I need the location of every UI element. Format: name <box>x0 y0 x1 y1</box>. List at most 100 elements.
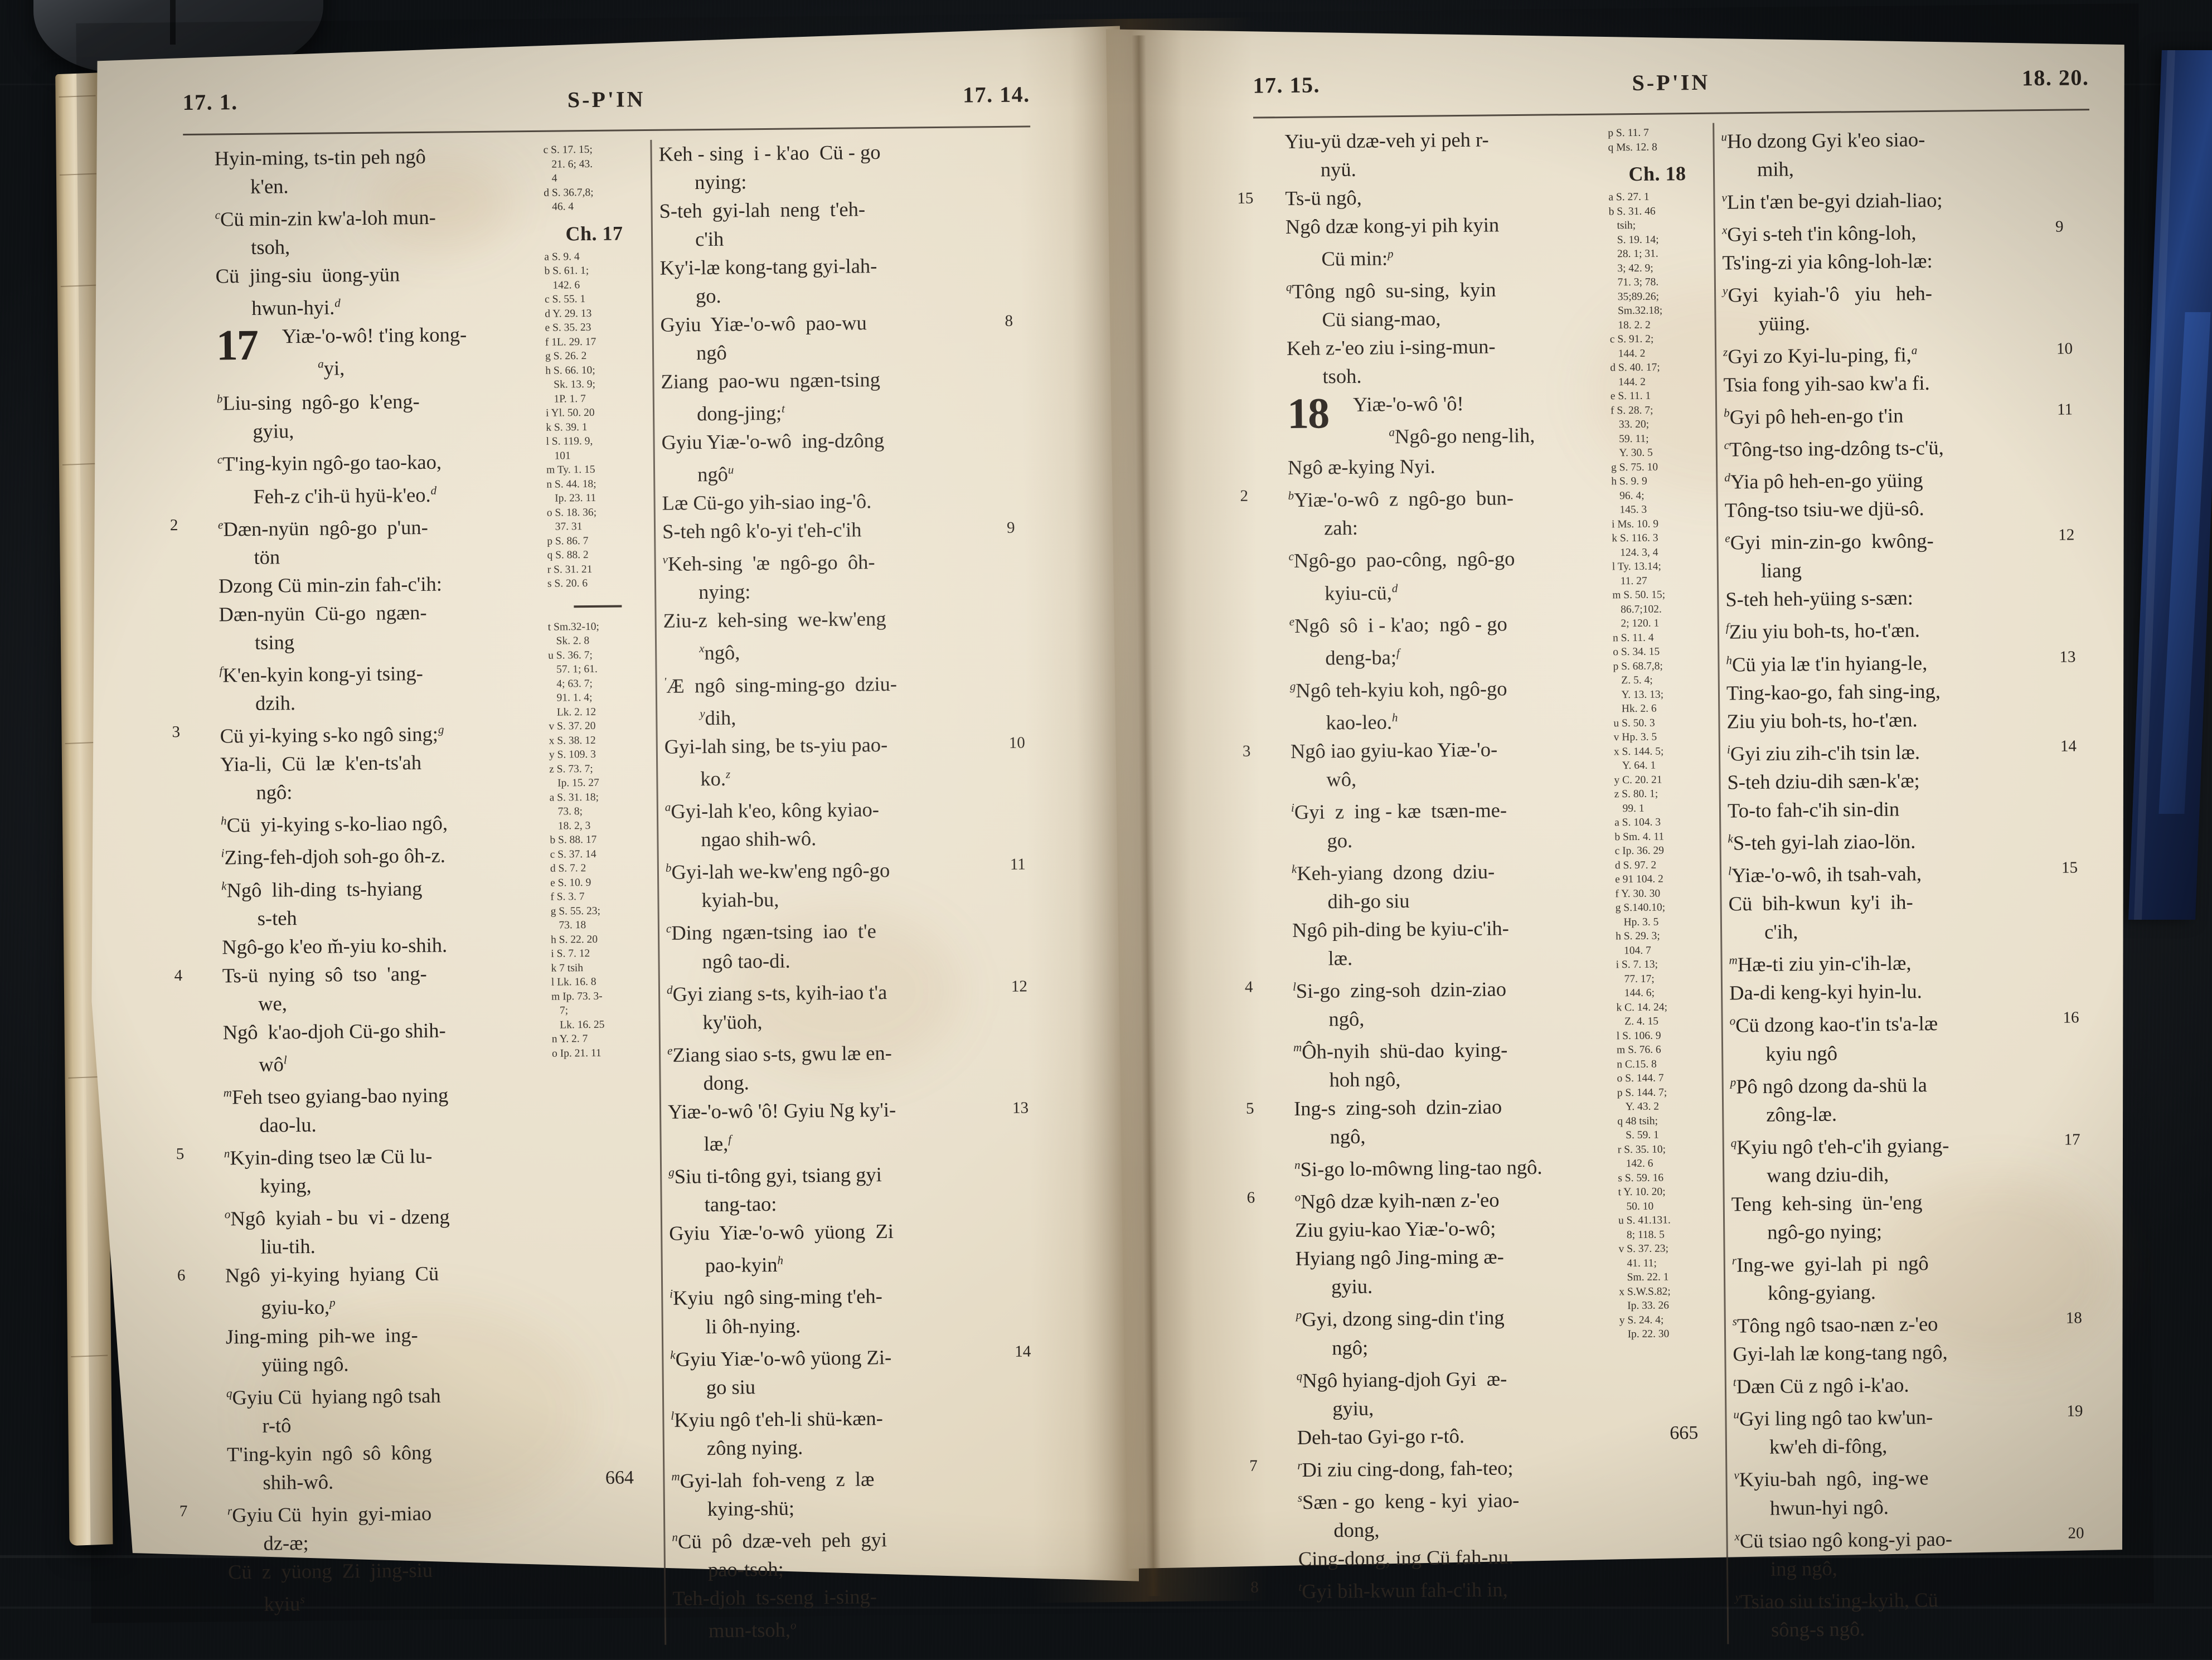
verse-line: dong, <box>1298 1513 1621 1545</box>
cross-reference-line: Z. 5. 4; <box>1613 673 1711 688</box>
verse-line: Hyin-ming, ts-tin peh ngô <box>214 141 543 173</box>
verse-line: hwun-hyi ngô. <box>1734 1491 2058 1522</box>
reference-chapter-heading: Ch. 18 <box>1608 162 1706 186</box>
footnote-marker: b <box>666 861 672 875</box>
verse-line: dong-jing;t <box>661 392 996 428</box>
cross-reference-line: 142. 6 <box>1618 1156 1716 1171</box>
cross-reference-line: S. 59. 1 <box>1617 1128 1715 1143</box>
verse-line: tsoh, <box>215 230 544 262</box>
footnote-marker: d <box>334 296 341 309</box>
footnote-marker: i <box>1291 801 1294 814</box>
footnote-marker: x <box>699 642 705 656</box>
running-head-left: 17. 1. <box>182 89 237 115</box>
cross-reference-line: t Y. 10. 20; <box>1618 1185 1716 1200</box>
verse-line: zông-læ. <box>1730 1098 2054 1129</box>
verse-line: qNgô hyiang-djoh Gyi æ- <box>1296 1359 1620 1395</box>
running-head-right: 17. 14. <box>963 81 1030 108</box>
verse-line: Cü siang-mao, <box>1286 303 1609 334</box>
verse-line: Ngô æ-kying Nyi. <box>1288 450 1611 482</box>
footnote-marker: m <box>671 1469 680 1483</box>
footnote-marker: a <box>665 800 671 814</box>
verse-line: Cü bih-kwun ky'i ih- <box>1728 886 2051 918</box>
left-page: 17. 1. S-P'IN 17. 14. Hyin-ming, ts-tin … <box>182 81 1044 1549</box>
cross-reference-line: Hp. 3. 5 <box>1616 914 1714 929</box>
verse-line: Dæn-nyün Cü-go ngæn- <box>219 597 547 629</box>
cross-reference-line: v S. 37. 23; <box>1618 1241 1716 1256</box>
footnote-marker: d <box>430 483 436 497</box>
verse-line: ngô, <box>1294 1119 1617 1151</box>
verse-line: Ngô-go k'eo m̆-yiu ko-shih. <box>222 929 551 961</box>
verse-line: Teng keh-sing ün-'eng <box>1731 1187 2055 1219</box>
footnote-marker: p <box>1388 247 1394 260</box>
footnote-marker: c <box>217 453 223 467</box>
footnote-marker: k <box>1292 862 1297 875</box>
open-book: 17. 1. S-P'IN 17. 14. Hyin-ming, ts-tin … <box>76 3 2153 1623</box>
cross-reference-line: d S. 7. 2 <box>550 861 651 876</box>
cross-reference-line: 46. 4 <box>544 199 644 214</box>
verse-line: ngao shih-wô. <box>665 822 1000 854</box>
chapter-number: 17 <box>216 324 258 366</box>
cross-reference-line: i Yl. 50. 20 <box>546 405 646 420</box>
verse-line: Cü z yüong Zi jing-siu <box>228 1554 557 1586</box>
verse-line: Da-di keng-kyi hyin-lu. <box>1729 975 2053 1007</box>
cross-reference-line: c S. 55. 1 <box>545 292 645 307</box>
cross-reference-line: 2; 120. 1 <box>1613 616 1711 631</box>
footnote-marker: o <box>1295 1191 1301 1204</box>
verse-line: To-to fah-c'ih sin-din <box>1728 793 2051 825</box>
cross-reference-line: q Ms. 12. 8 <box>1608 139 1706 154</box>
footnote-marker: i <box>1727 742 1730 756</box>
cross-reference-line: 1P. 1. 7 <box>546 391 646 406</box>
verse-line: gNgô teh-kyiu koh, ngô-go <box>1290 669 1614 705</box>
verse-line: pPô ngô dzong da-shü la <box>1730 1065 2054 1100</box>
footnote-marker: f <box>728 1133 731 1146</box>
cross-reference-line: 86.7;102. <box>1612 601 1710 617</box>
verse-line: li ôh-nying. <box>670 1309 1005 1341</box>
right-page: 17. 15. S-P'IN 18. 20. Yiu-yü dzæ-veh yi… <box>1253 64 2103 1532</box>
cross-reference-line: m Ty. 1. 15 <box>546 462 647 477</box>
footnote-marker: o <box>790 1619 797 1632</box>
verse-line: mHæ-ti ziu yin-c'ih-læ, <box>1729 943 2053 979</box>
footnote-marker: n <box>224 1147 230 1160</box>
cross-reference-line: 4; 63. 7; <box>549 676 649 691</box>
footnote-marker: z <box>726 768 730 781</box>
cross-reference-line: a S. 31. 18; <box>550 790 650 805</box>
verse-line: nying: <box>663 575 997 606</box>
verse-line: oNgô kyiah - bu vi - dzeng <box>225 1197 554 1233</box>
running-head-right: 18. 20. <box>2022 64 2089 91</box>
verse-line: gyiu, <box>1297 1391 1620 1423</box>
verse-line: hwun-hyi.d <box>216 287 545 323</box>
cross-reference-line: g S. 75. 10 <box>1611 459 1709 474</box>
verse-line: mFeh tseo gyiang-bao nying <box>223 1076 552 1111</box>
verse-line: we, <box>222 986 551 1018</box>
verse-line: qGyiu Cü hyiang ngô tsah <box>226 1376 556 1411</box>
cross-reference-line: i S. 7. 12 <box>551 946 651 961</box>
verse-line: Cü jing-siu üong-yün <box>215 259 544 290</box>
cross-reference-line: k 7 tsih <box>551 960 651 975</box>
cross-reference-line: f 1L. 29. 17 <box>545 334 646 350</box>
verse-line: S-teh gyi-lah neng t'eh- <box>659 193 993 225</box>
verse-line: gyiu-ko,p <box>225 1287 555 1322</box>
cross-reference-line: y S. 24. 4; <box>1619 1312 1718 1327</box>
cross-reference-line: Y. 13. 13; <box>1613 687 1711 702</box>
footnote-marker: l <box>1293 980 1296 993</box>
cross-reference-line: p S. 144. 7; <box>1617 1085 1715 1100</box>
verse-line: xngô, <box>663 632 998 667</box>
cross-reference-line: u S. 36. 7; <box>548 648 648 663</box>
footnote-marker: l <box>1728 864 1731 877</box>
footnote-marker: d <box>1392 581 1398 595</box>
cross-reference-line: c S. 17. 15; <box>543 142 643 157</box>
cross-reference-line: x S. 144. 5; <box>1614 744 1712 759</box>
cross-reference-line: Lk. 16. 25 <box>551 1017 652 1032</box>
verse-line: Yiu-yü dzæ-veh yi peh r- <box>1284 124 1608 156</box>
cross-reference-line: o S. 34. 15 <box>1613 644 1711 659</box>
verse-line: Cü min:p <box>1286 237 1609 273</box>
footnote-marker: l <box>284 1053 287 1066</box>
running-head-left: 17. 15. <box>1253 71 1320 98</box>
cross-reference-line: Y. 43. 2 <box>1617 1099 1715 1114</box>
verse-line: 6oNgô dzæ kyih-næn z-'eo <box>1294 1181 1618 1216</box>
